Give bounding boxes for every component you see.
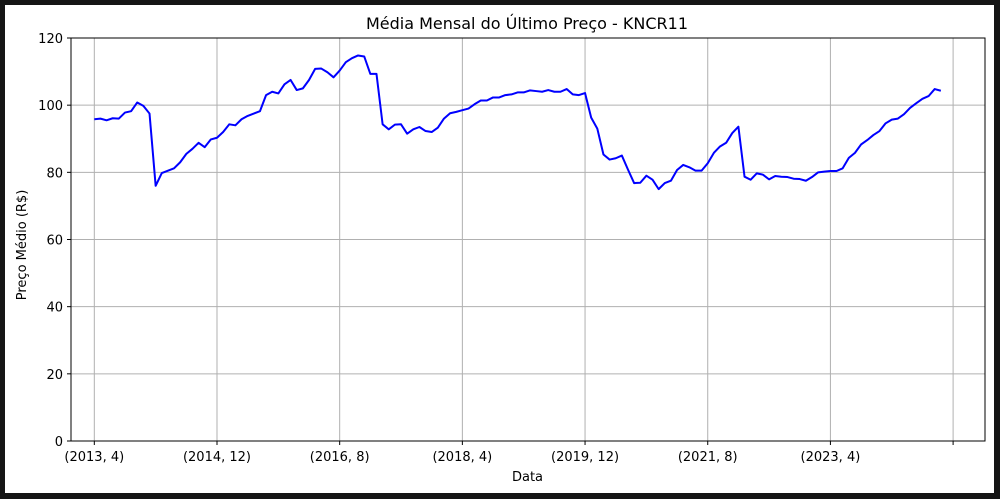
y-tick-label: 0	[55, 435, 63, 450]
y-axis-ticks: 0 20 40 60 80 100 120	[38, 32, 71, 450]
y-tick-label: 40	[46, 301, 63, 316]
series-line	[94, 54, 942, 191]
x-axis-ticks: (2013, 4) (2014, 12) (2016, 8) (2018, 4) (20…	[64, 441, 954, 465]
x-tick-label: (2014, 12)	[183, 450, 251, 465]
grid-lines	[71, 37, 985, 442]
figure-canvas: Média Mensal do Último Preço - KNCR11 0 2…	[5, 5, 994, 493]
x-tick-label: (2018, 4)	[432, 450, 492, 465]
x-tick-label: (2013, 4)	[64, 450, 124, 465]
y-tick-label: 60	[46, 234, 63, 249]
y-tick-label: 80	[46, 166, 63, 181]
y-tick-label: 100	[38, 99, 63, 114]
x-tick-label: (2021, 8)	[678, 450, 738, 465]
chart-title: Média Mensal do Último Preço - KNCR11	[366, 14, 688, 33]
x-tick-label: (2023, 4)	[801, 450, 861, 465]
line-chart: Média Mensal do Último Preço - KNCR11 0 2…	[15, 14, 986, 485]
y-axis-label: Preço Médio (R$)	[15, 190, 30, 301]
x-axis-label: Data	[512, 470, 543, 485]
x-tick-label: (2016, 8)	[310, 450, 370, 465]
y-tick-label: 120	[38, 32, 63, 47]
x-tick-label: (2019, 12)	[551, 450, 619, 465]
y-tick-label: 20	[46, 368, 63, 383]
